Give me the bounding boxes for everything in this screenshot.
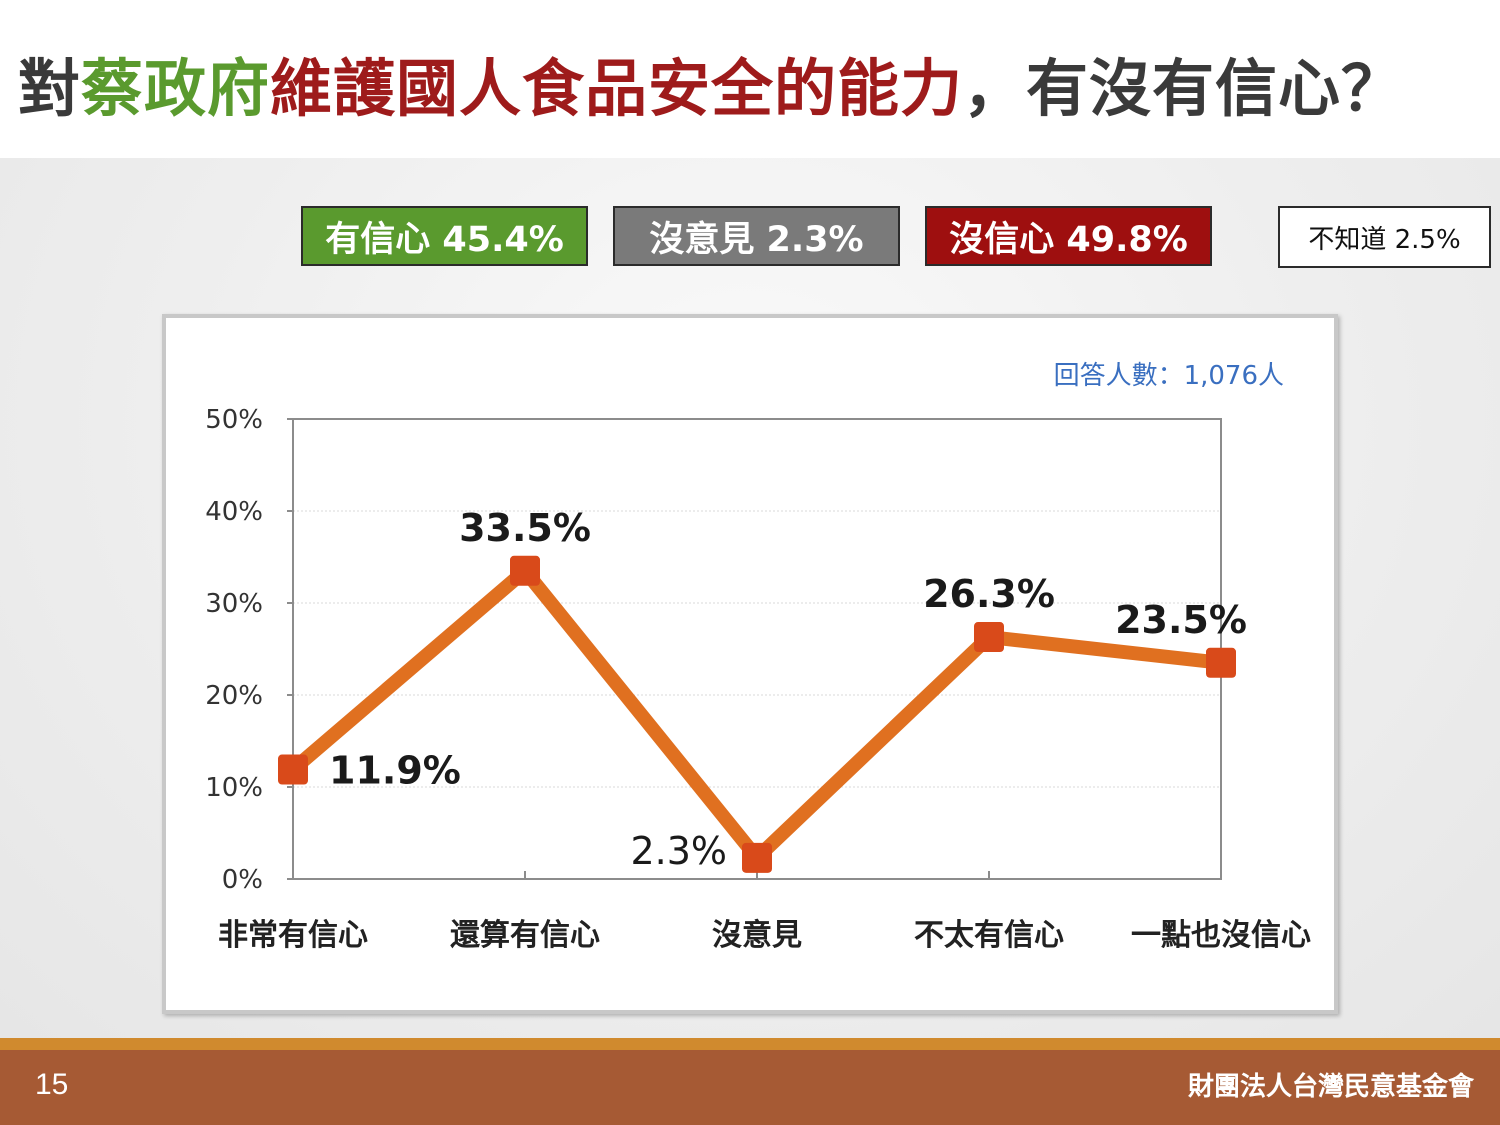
data-point-marker — [510, 555, 540, 586]
page-number: 15 — [35, 1068, 69, 1101]
y-tick-label: 40% — [205, 497, 263, 527]
slide-title: 對蔡政府維護國人食品安全的能力，有沒有信心？ — [18, 38, 1404, 128]
summary-no-opinion: 沒意見 2.3% — [613, 206, 900, 266]
y-tick-label: 30% — [205, 589, 263, 619]
summary-not-confident: 沒信心 49.8% — [925, 206, 1212, 266]
title-part-1: 對 — [18, 52, 82, 125]
title-part-2: 蔡政府 — [81, 52, 271, 125]
title-part-3: 維護國人食品安全的能力 — [270, 52, 964, 125]
x-tick-label: 非常有信心 — [218, 918, 368, 953]
data-label: 23.5% — [1115, 598, 1247, 642]
footer-stripe — [0, 1038, 1500, 1050]
chart-frame: 回答人數：1,076人 0% 10% 20% 30% 40% 50% 非常有信心 還算有信心… — [162, 314, 1338, 1014]
series-line — [288, 560, 1222, 869]
data-point-marker — [1206, 647, 1236, 678]
data-point-marker — [742, 842, 772, 873]
title-bar: 對蔡政府維護國人食品安全的能力，有沒有信心？ — [0, 0, 1500, 158]
title-part-4: ，有沒有信心？ — [963, 52, 1405, 125]
summary-confident: 有信心 45.4% — [301, 206, 588, 266]
x-tick-label: 沒意見 — [712, 918, 802, 953]
data-point-marker — [278, 754, 308, 785]
y-tick-label: 10% — [205, 773, 263, 803]
y-tick-label: 0% — [222, 865, 263, 895]
data-label: 26.3% — [923, 572, 1055, 616]
x-tick-label: 不太有信心 — [914, 918, 1064, 953]
summary-dont-know: 不知道 2.5% — [1278, 206, 1491, 268]
respondent-count: 回答人數：1,076人 — [1054, 361, 1284, 391]
data-label: 11.9% — [329, 749, 461, 793]
x-tick-label: 還算有信心 — [450, 918, 600, 953]
x-tick-label: 一點也沒信心 — [1131, 918, 1311, 953]
footer-bar — [0, 1050, 1500, 1125]
data-point-marker — [974, 622, 1004, 653]
line-chart: 回答人數：1,076人 0% 10% 20% 30% 40% 50% 非常有信心 還算有信心… — [205, 361, 1311, 953]
data-label: 2.3% — [630, 829, 727, 873]
data-label: 33.5% — [459, 506, 591, 550]
organization-name: 財團法人台灣民意基金會 — [1187, 1072, 1474, 1102]
y-tick-label: 50% — [205, 405, 263, 435]
y-tick-label: 20% — [205, 681, 263, 711]
